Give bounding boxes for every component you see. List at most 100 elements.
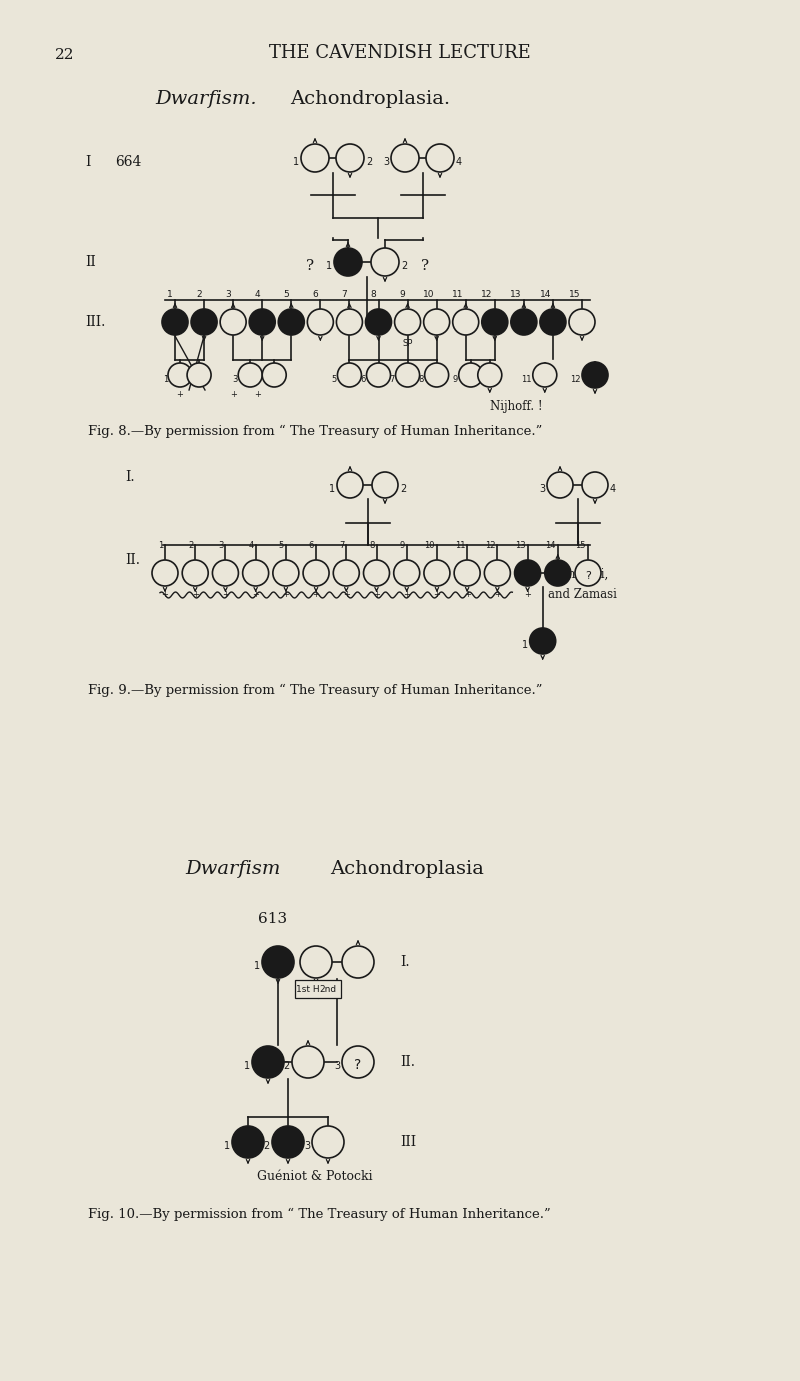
Text: +: + [252, 590, 259, 599]
Text: 2: 2 [264, 1141, 270, 1150]
Text: 7: 7 [389, 374, 394, 384]
Text: +: + [230, 389, 238, 399]
Text: 12: 12 [485, 541, 495, 550]
Text: 3: 3 [334, 1061, 340, 1072]
Circle shape [372, 472, 398, 499]
Text: 3: 3 [226, 290, 231, 300]
Circle shape [366, 309, 391, 336]
Text: 3: 3 [218, 541, 223, 550]
Text: 664: 664 [115, 155, 142, 168]
Text: 3: 3 [539, 483, 545, 494]
Circle shape [238, 363, 262, 387]
Text: 613: 613 [258, 911, 287, 927]
Text: 2: 2 [400, 483, 406, 494]
Text: 5: 5 [283, 290, 290, 300]
Text: II.: II. [125, 552, 140, 568]
Circle shape [394, 309, 421, 336]
Text: 12: 12 [482, 290, 493, 300]
Circle shape [262, 363, 286, 387]
Circle shape [482, 309, 508, 336]
Text: 1: 1 [254, 961, 260, 971]
Circle shape [301, 144, 329, 173]
Circle shape [511, 309, 537, 336]
Circle shape [458, 363, 482, 387]
Circle shape [334, 561, 359, 586]
Text: +: + [177, 389, 183, 399]
Circle shape [278, 309, 304, 336]
Text: ?: ? [306, 260, 314, 273]
Text: 1: 1 [167, 290, 173, 300]
Text: 8: 8 [418, 374, 424, 384]
Circle shape [575, 561, 601, 586]
Text: +: + [254, 389, 262, 399]
Circle shape [312, 1126, 344, 1159]
Circle shape [478, 363, 502, 387]
Text: 11: 11 [522, 374, 532, 384]
Text: 4: 4 [256, 374, 262, 384]
Circle shape [533, 363, 557, 387]
Circle shape [391, 144, 419, 173]
Circle shape [242, 561, 269, 586]
Text: 7: 7 [342, 290, 347, 300]
Text: 7: 7 [339, 541, 344, 550]
Circle shape [514, 561, 541, 586]
Circle shape [334, 249, 362, 276]
Text: +: + [162, 590, 169, 599]
Circle shape [232, 1126, 264, 1159]
Text: 2: 2 [366, 157, 372, 167]
Circle shape [424, 561, 450, 586]
Circle shape [262, 946, 294, 978]
Circle shape [454, 561, 480, 586]
Text: 1: 1 [158, 541, 163, 550]
Circle shape [395, 363, 419, 387]
Circle shape [337, 309, 362, 336]
Text: +: + [313, 590, 319, 599]
Circle shape [187, 363, 211, 387]
Circle shape [292, 1045, 324, 1079]
Text: 13: 13 [515, 541, 526, 550]
Text: +: + [373, 590, 380, 599]
Text: +: + [434, 590, 440, 599]
Text: Nijhoff. !: Nijhoff. ! [490, 400, 542, 413]
Circle shape [152, 561, 178, 586]
Text: ?: ? [354, 1058, 362, 1072]
Text: 4: 4 [610, 483, 616, 494]
Text: 1: 1 [522, 639, 528, 650]
Text: Achondroplasia: Achondroplasia [330, 860, 484, 878]
Text: 14: 14 [546, 541, 556, 550]
Circle shape [338, 363, 362, 387]
Text: 14: 14 [539, 290, 551, 300]
Text: 15: 15 [569, 290, 580, 300]
Circle shape [307, 309, 334, 336]
Circle shape [273, 561, 299, 586]
Circle shape [424, 309, 450, 336]
Text: 1: 1 [244, 1061, 250, 1072]
Circle shape [426, 144, 454, 173]
Circle shape [250, 309, 275, 336]
Circle shape [300, 946, 332, 978]
Text: ?: ? [421, 260, 429, 273]
Text: I: I [85, 155, 90, 168]
Circle shape [168, 363, 192, 387]
Text: Guéniot & Potocki: Guéniot & Potocki [257, 1170, 373, 1184]
FancyBboxPatch shape [295, 981, 341, 998]
Text: 12: 12 [570, 374, 581, 384]
Circle shape [453, 309, 478, 336]
Circle shape [342, 946, 374, 978]
Text: 9: 9 [399, 541, 405, 550]
Text: 9: 9 [400, 290, 406, 300]
Text: 1st H: 1st H [296, 985, 320, 993]
Text: Dwarfism: Dwarfism [185, 860, 280, 878]
Circle shape [394, 561, 420, 586]
Circle shape [530, 628, 556, 655]
Text: I.: I. [400, 956, 410, 969]
Text: +: + [222, 590, 229, 599]
Text: 2: 2 [182, 374, 187, 384]
Text: 10: 10 [425, 541, 435, 550]
Circle shape [425, 363, 449, 387]
Text: 13: 13 [510, 290, 522, 300]
Text: +: + [282, 590, 290, 599]
Text: 1: 1 [326, 261, 332, 271]
Text: Franchini,: Franchini, [547, 568, 609, 581]
Text: +: + [524, 590, 531, 599]
